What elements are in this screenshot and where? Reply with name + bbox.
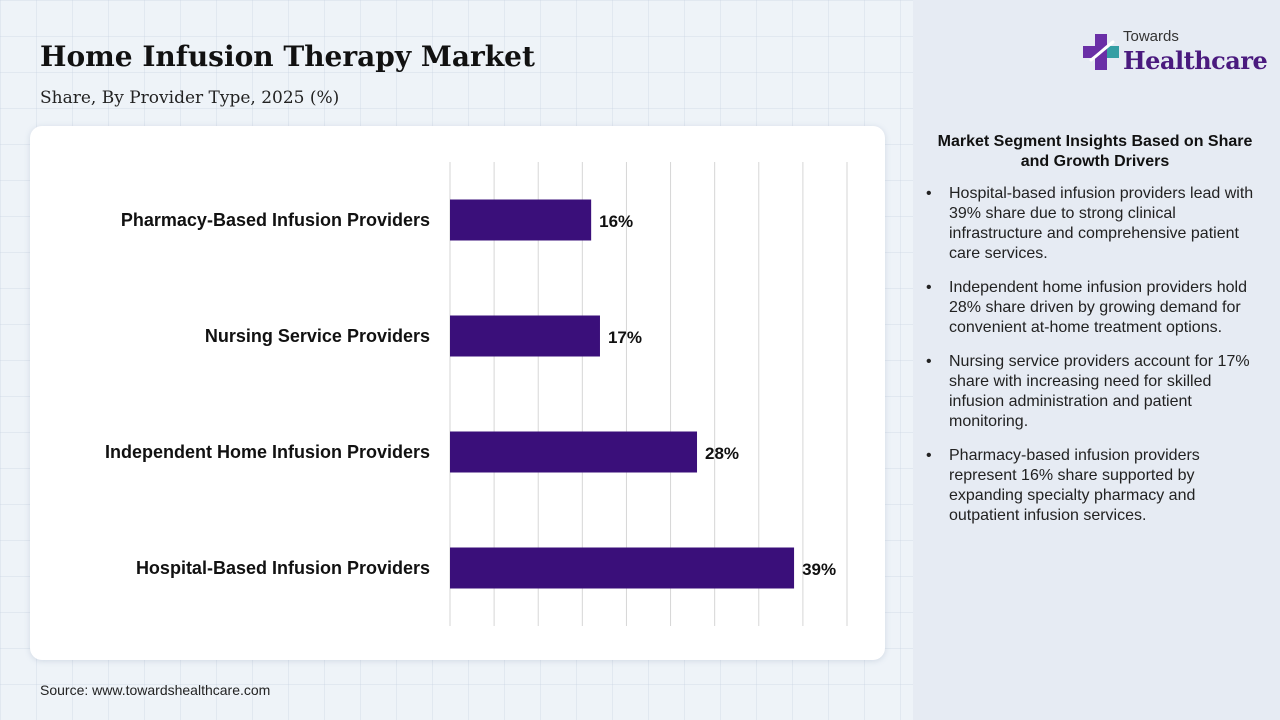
category-label: Nursing Service Providers (205, 326, 430, 346)
bar (450, 431, 698, 473)
data-label: 39% (802, 560, 836, 579)
logo-text-main: Healthcare (1123, 46, 1268, 75)
category-label: Independent Home Infusion Providers (105, 442, 430, 462)
insight-item: Hospital-based infusion providers lead w… (925, 184, 1255, 264)
category-label: Hospital-Based Infusion Providers (136, 558, 430, 578)
source-note: Source: www.towardshealthcare.com (40, 682, 271, 698)
data-label: 28% (705, 444, 739, 463)
insights-list: Hospital-based infusion providers lead w… (925, 184, 1255, 540)
bar (450, 315, 600, 357)
chart-card: Pharmacy-Based Infusion Providers 16% Nurs… (30, 126, 885, 660)
insights-panel: Towards Healthcare Market Segment Insigh… (913, 0, 1280, 720)
page-subtitle: Share, By Provider Type, 2025 (%) (40, 88, 340, 108)
page-title: Home Infusion Therapy Market (40, 40, 535, 73)
insight-item: Pharmacy-based infusion providers repres… (925, 446, 1255, 526)
insight-item: Nursing service providers account for 17… (925, 352, 1255, 432)
data-label: 17% (608, 328, 642, 347)
bar (450, 547, 795, 589)
bar (450, 199, 592, 241)
category-label: Pharmacy-Based Infusion Providers (121, 210, 430, 230)
insight-item: Independent home infusion providers hold… (925, 278, 1255, 338)
insights-title: Market Segment Insights Based on Share a… (937, 133, 1253, 170)
bar-chart: Pharmacy-Based Infusion Providers 16% Nurs… (105, 162, 848, 626)
logo-text-top: Towards (1123, 28, 1179, 45)
data-label: 16% (599, 212, 633, 231)
medical-cross-icon (1083, 34, 1119, 70)
brand-logo[interactable]: Towards Healthcare (1081, 28, 1268, 78)
